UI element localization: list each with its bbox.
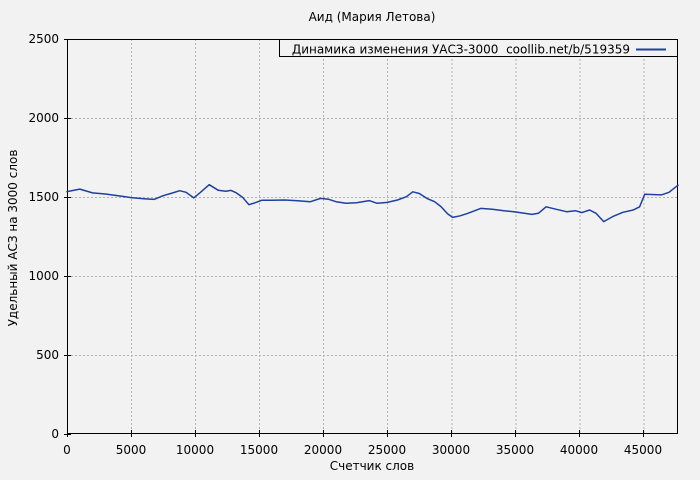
chart-title: Аид (Мария Летова) xyxy=(309,10,436,24)
x-tick-label: 45000 xyxy=(624,443,662,457)
legend: Динамика изменения УАСЗ-3000 coollib.net… xyxy=(279,39,678,57)
y-tick-label: 1500 xyxy=(28,190,59,204)
plot-border xyxy=(67,39,678,434)
x-tick-label: 35000 xyxy=(496,443,534,457)
data-line xyxy=(66,183,679,223)
y-tick-label: 1000 xyxy=(28,269,59,283)
x-tick-label: 20000 xyxy=(304,443,342,457)
y-axis-label: Удельный АСЗ на 3000 слов xyxy=(6,150,20,327)
x-tick-label: 25000 xyxy=(368,443,406,457)
axis-layer: 0 5000 10000 15000 20000 25000 30000 35000 40000… xyxy=(28,32,678,457)
x-tick-label: 40000 xyxy=(560,443,598,457)
legend-box xyxy=(279,39,678,57)
series-layer xyxy=(66,183,679,223)
x-tick-label: 0 xyxy=(63,443,71,457)
y-tick-label: 2000 xyxy=(28,111,59,125)
y-tick-label: 500 xyxy=(36,348,59,362)
y-tick-label: 0 xyxy=(51,427,59,441)
legend-label: Динамика изменения УАСЗ-3000 coollib.net… xyxy=(292,43,630,57)
x-tick-label: 10000 xyxy=(176,443,214,457)
x-tick-label: 5000 xyxy=(116,443,147,457)
y-tick-label: 2500 xyxy=(28,32,59,46)
x-axis-label: Счетчик слов xyxy=(330,459,414,473)
x-tick-label: 15000 xyxy=(240,443,278,457)
x-tick-label: 30000 xyxy=(432,443,470,457)
grid-layer xyxy=(67,39,678,434)
